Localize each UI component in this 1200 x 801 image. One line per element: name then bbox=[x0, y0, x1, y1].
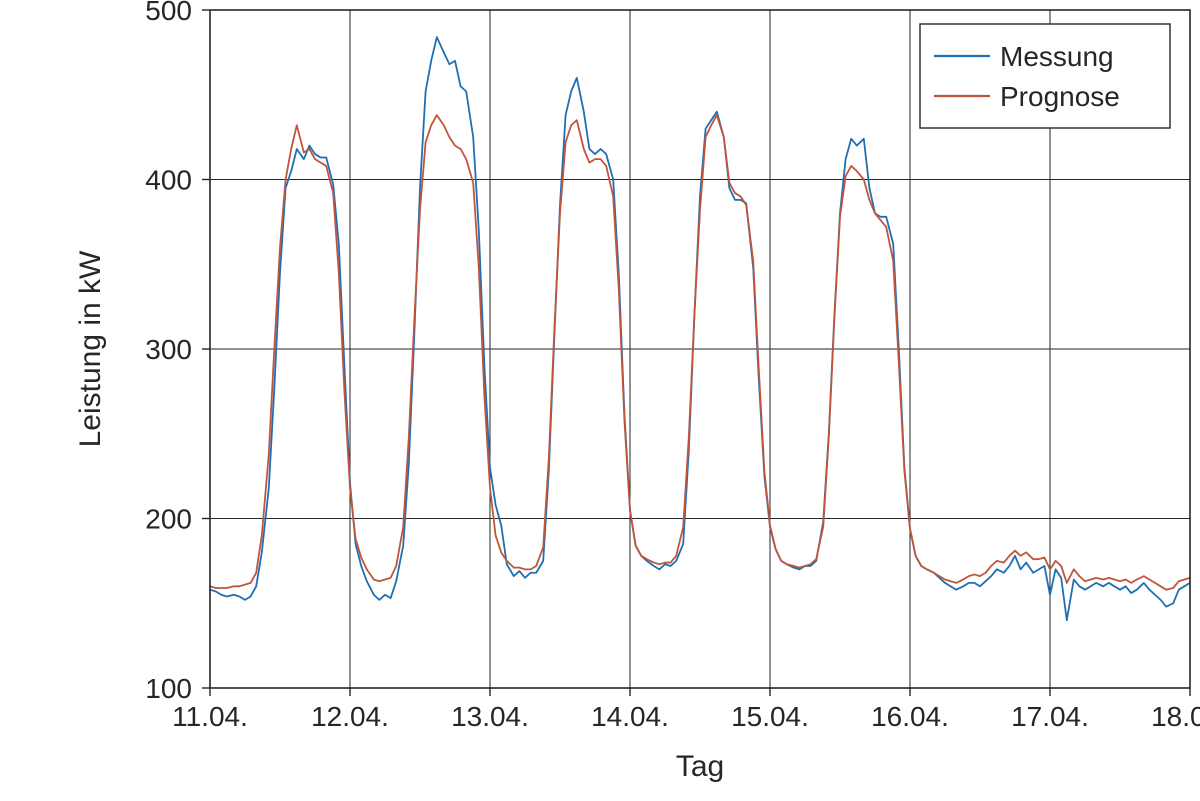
x-tick-label: 12.04. bbox=[311, 701, 389, 732]
y-tick-label: 400 bbox=[145, 165, 192, 196]
x-tick-label: 11.04. bbox=[172, 701, 248, 732]
x-tick-label: 13.04. bbox=[451, 701, 529, 732]
x-tick-label: 15.04. bbox=[731, 701, 809, 732]
y-tick-label: 300 bbox=[145, 334, 192, 365]
y-tick-marks bbox=[202, 10, 210, 688]
y-tick-labels: 100 200 300 400 500 bbox=[145, 0, 192, 704]
y-tick-label: 200 bbox=[145, 504, 192, 535]
legend: Messung Prognose bbox=[920, 24, 1170, 128]
power-forecast-chart: 11.04. 12.04. 13.04. 14.04. 15.04. 16.04. 17.0… bbox=[0, 0, 1200, 801]
y-tick-label: 500 bbox=[145, 0, 192, 26]
x-tick-label: 14.04. bbox=[591, 701, 669, 732]
y-axis-label: Leistung in kW bbox=[74, 250, 107, 447]
x-axis-label: Tag bbox=[676, 750, 724, 783]
chart-svg: 11.04. 12.04. 13.04. 14.04. 15.04. 16.04. 17.0… bbox=[0, 0, 1200, 801]
x-tick-label: 16.04. bbox=[871, 701, 949, 732]
legend-frame bbox=[920, 24, 1170, 128]
x-tick-label: 17.04. bbox=[1011, 701, 1089, 732]
x-tick-labels: 11.04. 12.04. 13.04. 14.04. 15.04. 16.04. 17.0… bbox=[172, 701, 1200, 732]
x-tick-marks bbox=[210, 688, 1190, 696]
legend-label: Messung bbox=[1000, 41, 1114, 72]
x-tick-label: 18.04. bbox=[1151, 701, 1200, 732]
y-tick-label: 100 bbox=[145, 673, 192, 704]
legend-label: Prognose bbox=[1000, 81, 1120, 112]
